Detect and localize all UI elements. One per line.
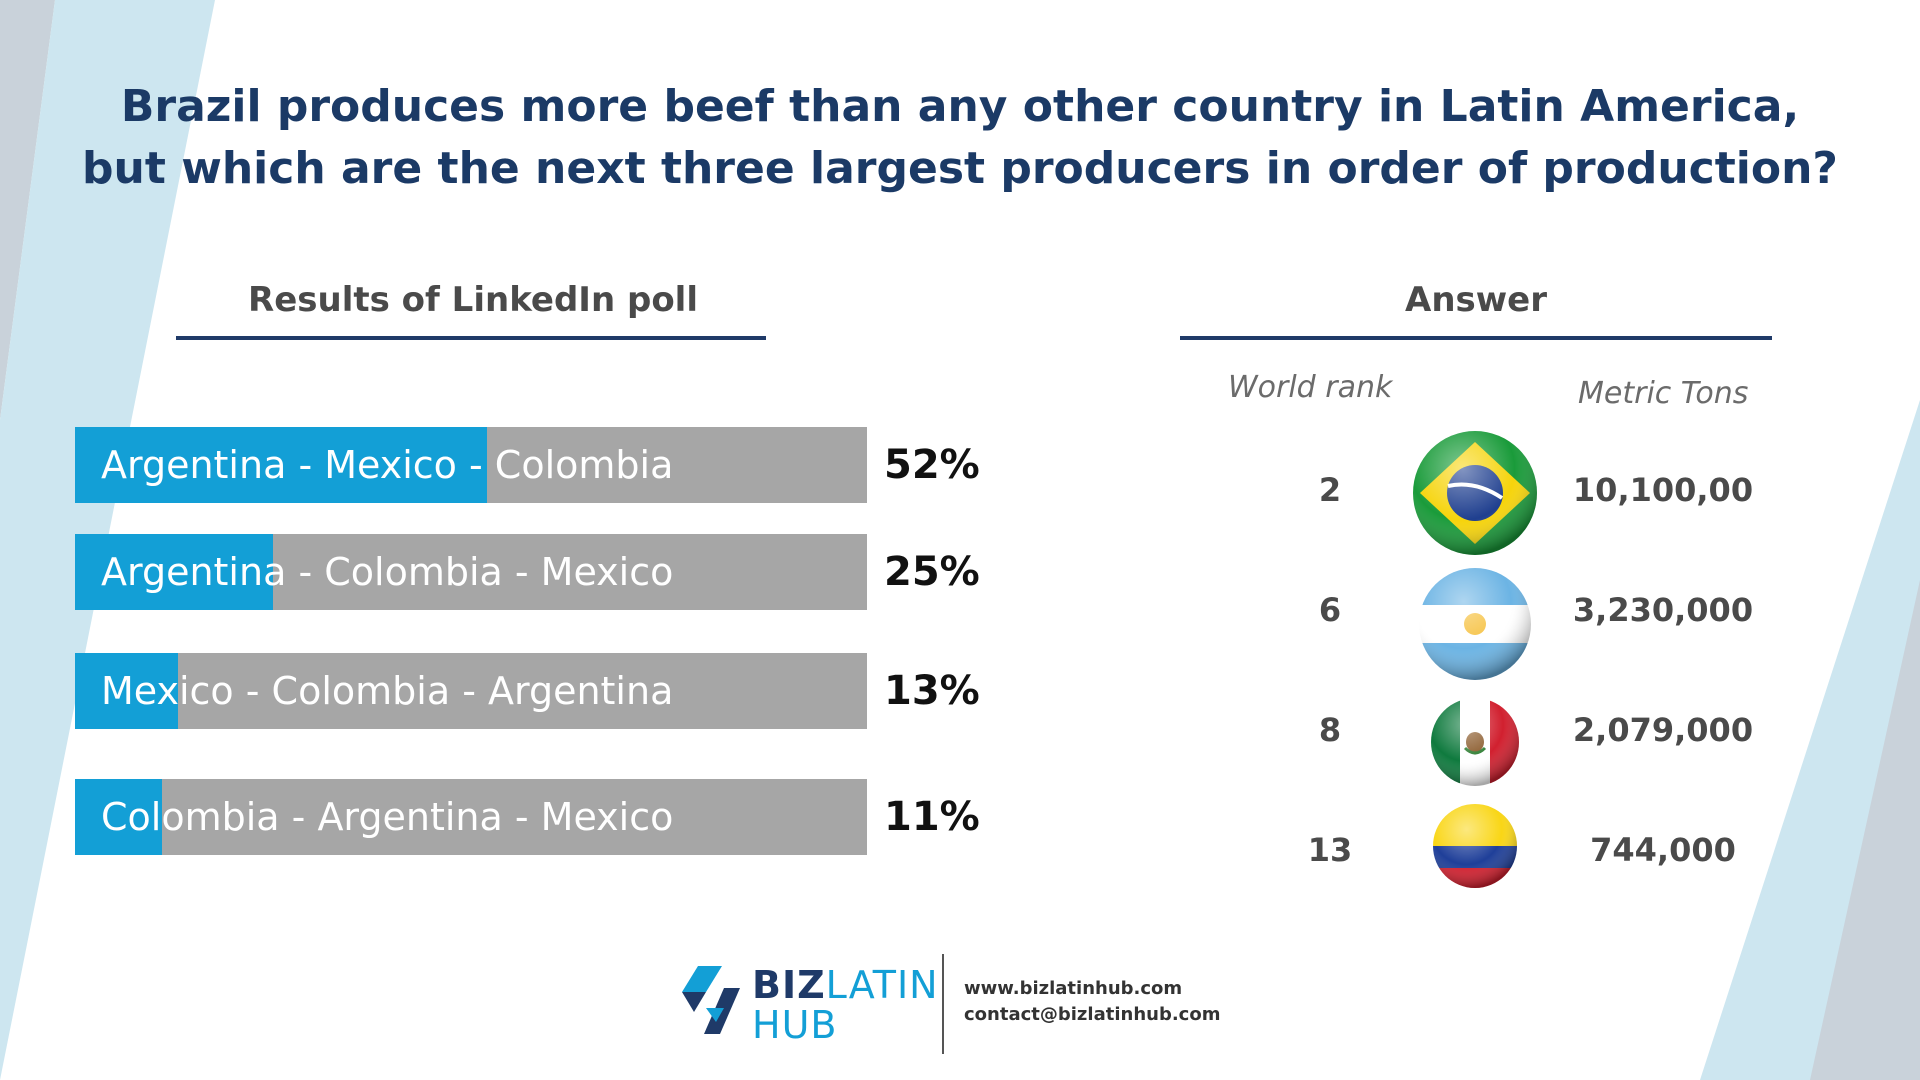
- poll-bar-fill: [75, 534, 273, 610]
- poll-title: Results of LinkedIn poll: [248, 280, 698, 320]
- brand-word-hub: HUB: [752, 1003, 838, 1047]
- poll-bar-track: Colombia - Argentina - Mexico: [75, 779, 867, 855]
- metric-tons-value: 2,079,000: [1572, 711, 1754, 749]
- world-rank-value: 6: [1318, 591, 1342, 629]
- biz-latin-hub-logo-icon: [682, 966, 740, 1034]
- poll-bar-fill: [75, 653, 178, 729]
- poll-bar-track: Argentina - Colombia - Mexico: [75, 534, 867, 610]
- right-stripe-gray: [1810, 580, 1920, 1080]
- metric-tons-value: 744,000: [1590, 831, 1736, 869]
- column-header-world-rank: World rank: [1228, 370, 1393, 405]
- poll-bar-label: Colombia - Argentina - Mexico: [101, 795, 674, 839]
- brand-word-biz: BIZ: [752, 963, 826, 1007]
- brazil-flag-icon: [1413, 431, 1537, 555]
- footer-website[interactable]: www.bizlatinhub.com: [964, 978, 1183, 999]
- poll-value-label: 11%: [884, 794, 980, 840]
- answer-title: Answer: [1405, 280, 1547, 320]
- headline-line-2: but which are the next three largest pro…: [82, 143, 1838, 194]
- poll-bar-label: Argentina - Colombia - Mexico: [101, 550, 674, 594]
- world-rank-value: 8: [1318, 711, 1342, 749]
- poll-value-label: 25%: [884, 549, 980, 595]
- answer-title-rule: [1180, 336, 1772, 340]
- headline: Brazil produces more beef than any other…: [80, 76, 1840, 200]
- mexico-flag-icon: [1431, 698, 1519, 786]
- world-rank-value: 2: [1318, 471, 1342, 509]
- poll-bar-label: Argentina - Mexico - Colombia: [101, 443, 674, 487]
- poll-bar-fill: [75, 427, 487, 503]
- column-header-metric-tons: Metric Tons: [1578, 376, 1749, 411]
- poll-bar-label: Mexico - Colombia - Argentina: [101, 669, 674, 713]
- colombia-flag-icon: [1433, 804, 1517, 888]
- argentina-flag-icon: [1419, 568, 1531, 680]
- poll-value-label: 13%: [884, 668, 980, 714]
- poll-bar-track: Mexico - Colombia - Argentina: [75, 653, 867, 729]
- footer-email[interactable]: contact@bizlatinhub.com: [964, 1004, 1221, 1025]
- world-rank-value: 13: [1307, 831, 1353, 869]
- metric-tons-value: 3,230,000: [1572, 591, 1754, 629]
- poll-value-label: 52%: [884, 442, 980, 488]
- footer-divider: [942, 954, 944, 1054]
- poll-title-rule: [176, 336, 766, 340]
- brand-wordmark: BIZLATIN: [752, 966, 939, 1004]
- metric-tons-value: 10,100,00: [1572, 471, 1754, 509]
- brand-word-latin: LATIN: [825, 963, 939, 1007]
- headline-line-1: Brazil produces more beef than any other…: [120, 81, 1800, 132]
- poll-bar-track: Argentina - Mexico - Colombia: [75, 427, 867, 503]
- poll-bar-fill: [75, 779, 163, 855]
